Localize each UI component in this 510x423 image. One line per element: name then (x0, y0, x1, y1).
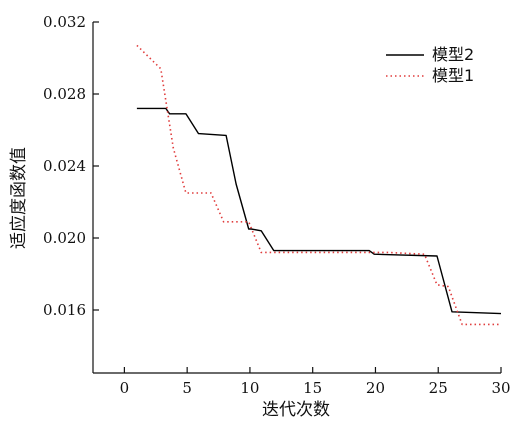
y-tick-label: 0.024 (43, 157, 86, 175)
series-line-model1 (136, 44, 501, 326)
x-tick-label: 15 (303, 379, 322, 397)
y-tick-label: 0.032 (43, 13, 86, 31)
x-tick-label: 10 (240, 379, 259, 397)
series-layer (136, 44, 502, 326)
y-tick-label: 0.020 (43, 229, 86, 247)
y-tick-label: 0.016 (43, 301, 86, 319)
legend-label-model2: 模型2 (432, 45, 474, 64)
y-axis-title: 适应度函数值 (9, 147, 29, 249)
x-tick-label: 0 (120, 379, 130, 397)
x-tick-group: 0 5 10 15 20 25 30 (120, 367, 510, 397)
y-tick-group: 0.016 0.020 0.024 0.028 0.032 (43, 13, 99, 319)
series-line-model2 (136, 107, 502, 315)
x-tick-label: 20 (366, 379, 385, 397)
y-tick-label: 0.028 (43, 85, 86, 103)
x-axis-title: 迭代次数 (262, 400, 330, 420)
x-tick-label: 5 (182, 379, 192, 397)
legend: 模型2 模型1 (386, 45, 474, 85)
x-tick-label: 30 (491, 379, 510, 397)
x-tick-label: 25 (429, 379, 448, 397)
legend-label-model1: 模型1 (432, 66, 474, 85)
